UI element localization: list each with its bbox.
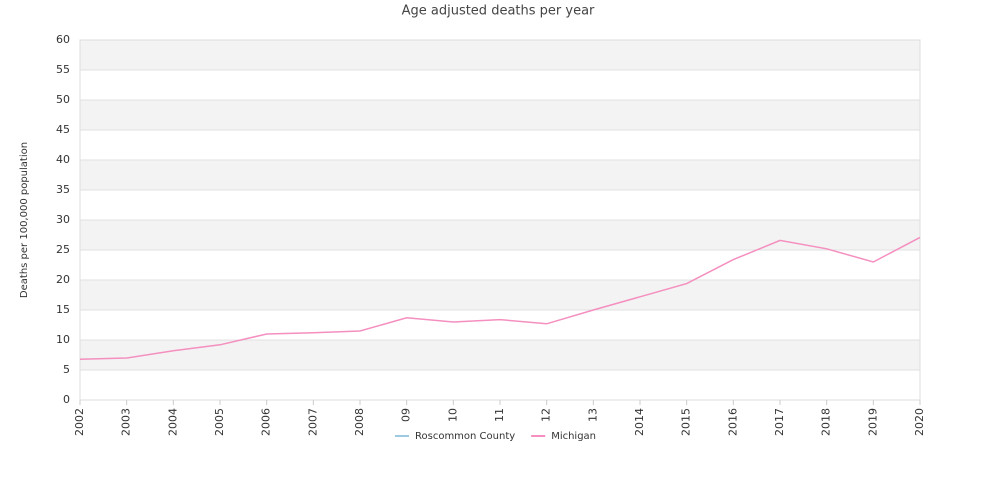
- stripe: [80, 160, 920, 190]
- x-tick-label: 2005: [213, 408, 226, 436]
- x-tick-label: 12: [540, 408, 553, 422]
- y-tick-label: 25: [56, 243, 70, 256]
- x-tick-label: 2018: [820, 408, 833, 436]
- x-tick-label: 2002: [73, 408, 86, 436]
- y-tick-label: 20: [56, 273, 70, 286]
- y-tick-label: 35: [56, 183, 70, 196]
- x-tick-label: 2016: [726, 408, 739, 436]
- stripe: [80, 280, 920, 310]
- x-tick-label: 2004: [166, 408, 179, 436]
- x-tick-label: 2003: [120, 408, 133, 436]
- x-tick-label: 2014: [633, 408, 646, 436]
- x-tick-label: 10: [446, 408, 459, 422]
- x-tick-label: 09: [400, 408, 413, 422]
- legend-label: Roscommon County: [415, 431, 515, 442]
- x-tick-label: 2017: [773, 408, 786, 436]
- x-tick-label: 2007: [306, 408, 319, 436]
- x-tick-label: 11: [493, 408, 506, 422]
- y-tick-label: 5: [63, 363, 70, 376]
- y-tick-label: 40: [56, 153, 70, 166]
- y-tick-label: 10: [56, 333, 70, 346]
- y-tick-label: 50: [56, 93, 70, 106]
- x-tick-label: 2006: [260, 408, 273, 436]
- chart-title: Age adjusted deaths per year: [402, 4, 595, 19]
- x-tick-label: 2015: [680, 408, 693, 436]
- stripe: [80, 40, 920, 70]
- y-tick-label: 15: [56, 303, 70, 316]
- y-tick-label: 0: [63, 393, 70, 406]
- y-tick-label: 45: [56, 123, 70, 136]
- stripe: [80, 340, 920, 370]
- y-tick-label: 55: [56, 63, 70, 76]
- x-tick-label: 2008: [353, 408, 366, 436]
- y-tick-label: 60: [56, 33, 70, 46]
- stripe: [80, 220, 920, 250]
- y-axis-label: Deaths per 100,000 population: [19, 142, 30, 298]
- legend-label: Michigan: [551, 431, 596, 442]
- x-tick-label: 2020: [913, 408, 926, 436]
- x-tick-label: 2019: [866, 408, 879, 436]
- line: [79, 236, 921, 360]
- stripe: [80, 100, 920, 130]
- x-tick-label: 13: [586, 408, 599, 422]
- y-tick-label: 30: [56, 213, 70, 226]
